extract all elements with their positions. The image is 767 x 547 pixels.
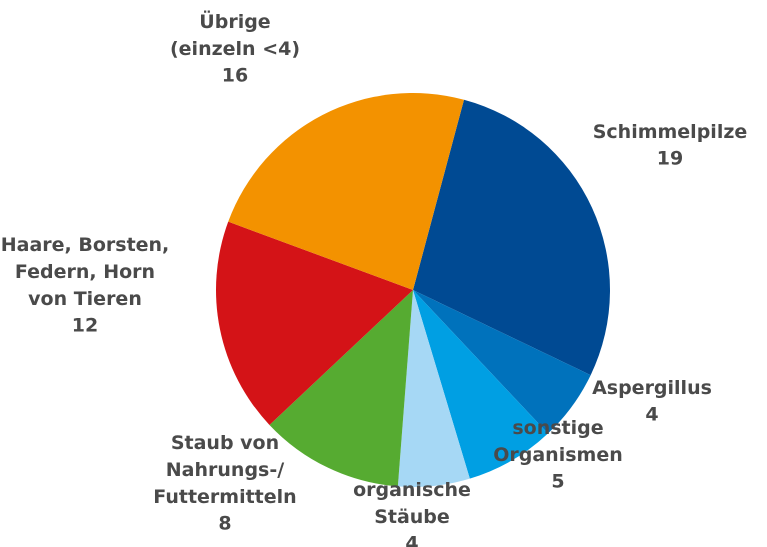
pie-slice: [413, 290, 591, 434]
pie-slice: [413, 290, 548, 479]
slice-value: 5: [551, 471, 564, 493]
slice-label: organische Stäube: [353, 479, 471, 528]
slice-label: Übrige (einzeln <4): [170, 9, 300, 60]
pie-slice: [228, 93, 464, 290]
pie-slice: [216, 221, 413, 425]
slice-value: 4: [405, 533, 418, 547]
slice-label: Aspergillus: [592, 377, 712, 399]
slice-value: 16: [222, 65, 248, 87]
slice-label: sonstige Organismen: [493, 417, 623, 466]
pie-slice: [413, 99, 610, 376]
pie-slice: [269, 290, 413, 487]
pie-slice: [397, 290, 470, 487]
slice-label: Haare, Borsten, Federn, Horn von Tieren: [1, 234, 170, 310]
slice-label: Schimmelpilze: [593, 121, 748, 143]
slice-label: Staub von Nahrungs-/Futtermitteln: [153, 432, 296, 508]
slice-value: 8: [218, 513, 231, 535]
slice-value: 19: [657, 148, 683, 170]
slice-value: 4: [645, 404, 658, 426]
slice-value: 12: [72, 315, 98, 337]
